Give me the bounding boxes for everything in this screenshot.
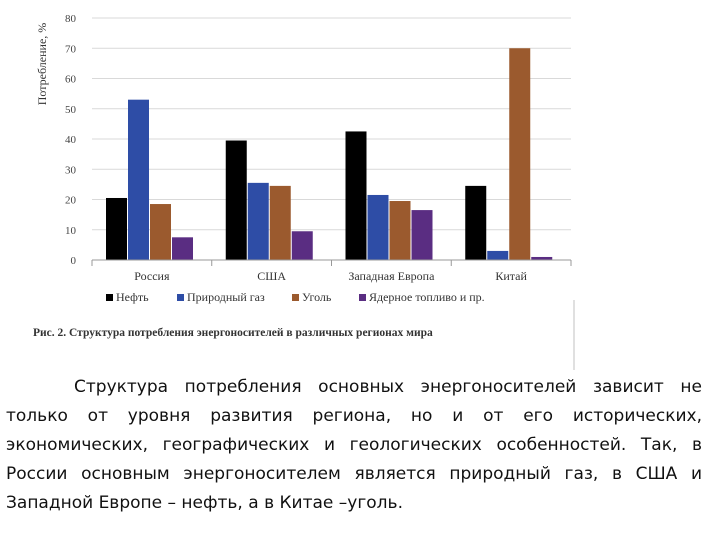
grid-lines bbox=[92, 17, 571, 261]
divider-line bbox=[573, 300, 575, 370]
y-tick-label: 70 bbox=[65, 43, 77, 55]
y-tick-label: 60 bbox=[65, 74, 77, 86]
bar-3-2 bbox=[509, 48, 531, 260]
bar-1-3 bbox=[291, 231, 313, 260]
bar-3-3 bbox=[531, 256, 553, 260]
legend-swatch-2 bbox=[292, 294, 299, 301]
y-tick-label: 10 bbox=[65, 225, 77, 237]
legend-entry-1: Природный газ bbox=[187, 290, 265, 304]
legend-entry-2: Уголь bbox=[302, 290, 332, 304]
legend-entry-0: Нефть bbox=[116, 290, 149, 304]
y-tick-label: 80 bbox=[65, 13, 77, 25]
y-tick-label: 50 bbox=[65, 104, 77, 116]
legend-entry-3: Ядерное топливо и пр. bbox=[369, 290, 485, 304]
bar-2-3 bbox=[411, 210, 433, 260]
bar-2-0 bbox=[345, 131, 367, 260]
y-axis-label: Потребление, % bbox=[35, 23, 49, 106]
bar-0-3 bbox=[172, 237, 193, 260]
x-category-label: Китай bbox=[495, 269, 527, 283]
bar-0-2 bbox=[150, 204, 171, 260]
y-tick-label: 40 bbox=[65, 134, 77, 146]
legend-swatch-1 bbox=[177, 294, 184, 301]
bar-1-0 bbox=[225, 140, 247, 260]
y-tick-label: 20 bbox=[65, 195, 77, 207]
legend-swatch-3 bbox=[359, 294, 366, 301]
bars bbox=[106, 48, 553, 260]
bar-1-2 bbox=[269, 185, 291, 260]
bar-2-2 bbox=[389, 201, 411, 260]
body-paragraph: Структура потребления основных энергонос… bbox=[6, 377, 702, 513]
figure-caption: Рис. 2. Структура потребления энергоноси… bbox=[33, 327, 433, 339]
y-axis-ticks: 0 10 20 30 40 50 60 70 80 bbox=[65, 13, 77, 267]
y-tick-label: 0 bbox=[71, 255, 77, 267]
bar-1-1 bbox=[247, 182, 269, 260]
x-category-label: США bbox=[257, 269, 286, 283]
legend: Нефть Природный газ Уголь Ядерное топливо и… bbox=[106, 290, 485, 304]
bar-3-0 bbox=[465, 185, 487, 260]
bar-0-0 bbox=[106, 197, 127, 260]
x-axis: Россия США Западная Европа Китай bbox=[91, 259, 572, 283]
legend-swatch-0 bbox=[106, 294, 113, 301]
bar-0-1 bbox=[128, 99, 149, 260]
consumption-bar-chart: 0 10 20 30 40 50 60 70 80 Россия США Западная Евро… bbox=[35, 13, 572, 304]
bar-3-1 bbox=[487, 250, 509, 260]
bar-2-1 bbox=[367, 194, 389, 260]
x-category-label: Россия bbox=[134, 269, 170, 283]
x-category-label: Западная Европа bbox=[348, 269, 435, 283]
y-tick-label: 30 bbox=[65, 164, 77, 176]
